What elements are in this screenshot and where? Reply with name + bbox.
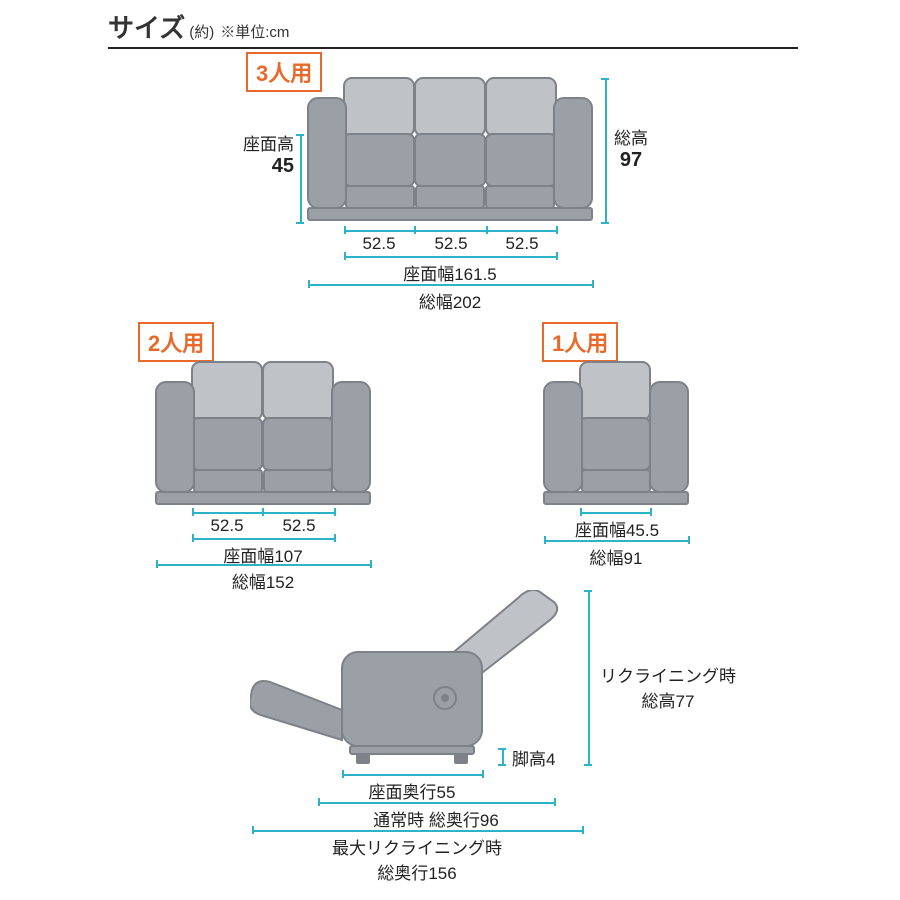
seg0: 52.5 xyxy=(344,234,414,254)
sofa-1 xyxy=(542,360,690,508)
total-width-3: 総幅202 xyxy=(308,288,592,313)
sofa-2 xyxy=(154,360,372,508)
dim-totalheight-line xyxy=(605,78,607,224)
badge-1: 1人用 xyxy=(542,322,618,362)
seat-width-3: 座面幅161.5 xyxy=(344,260,556,285)
badge-2: 2人用 xyxy=(138,322,214,362)
dim-seat-depth: 座面奥行55 xyxy=(342,778,482,803)
dim-leg: 脚高4 xyxy=(512,745,555,770)
section-3seat: 3人用 座面高 45 総高 97 52.5 xyxy=(0,52,900,312)
seat-width-1: 座面幅45.5 xyxy=(552,516,682,541)
header: サイズ (約) ※単位:cm xyxy=(108,8,798,49)
dim-normal-depth: 通常時 総奥行96 xyxy=(318,806,554,831)
section-1seat: 1人用 座面幅45.5 総幅91 xyxy=(450,322,900,582)
dim-seatheight: 座面高 45 xyxy=(204,130,294,178)
section-side: リクライニング時 総高77 脚高4 座面奥行55 通常時 総奥行96 最大リクラ… xyxy=(0,590,900,890)
sofa-side xyxy=(250,590,580,770)
total-width-1: 総幅91 xyxy=(544,544,688,569)
title-unit: ※単位:cm xyxy=(220,21,289,42)
dim-totalheight: 総高 97 xyxy=(614,124,648,172)
title-approx: (約) xyxy=(189,21,214,42)
seg1: 52.5 xyxy=(416,234,486,254)
dim-seatheight-line xyxy=(300,134,302,224)
section-2seat: 2人用 52.5 52.5 座面幅107 総幅152 xyxy=(0,322,450,582)
dim-recline-h: リクライニング時 総高77 xyxy=(600,662,736,712)
seg2: 52.5 xyxy=(488,234,556,254)
title-main: サイズ xyxy=(108,8,185,45)
sofa-3 xyxy=(306,76,594,224)
dim-max-depth: 最大リクライニング時 総奥行156 xyxy=(252,834,582,884)
